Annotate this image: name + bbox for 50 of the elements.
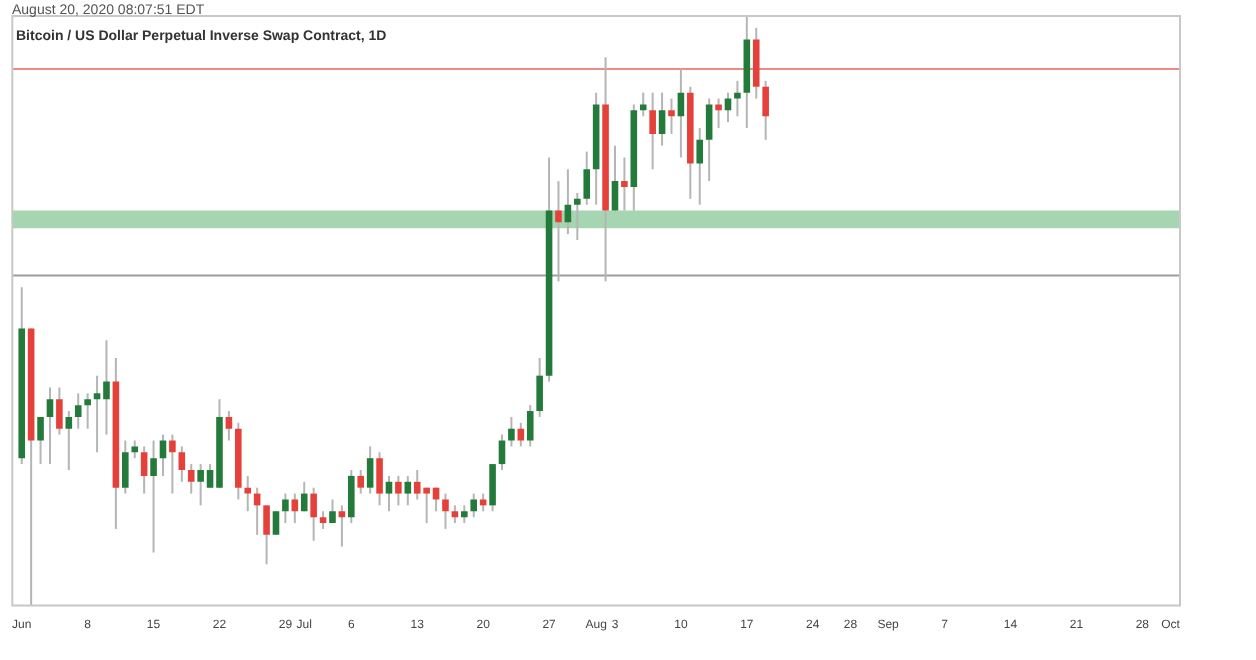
candlestick [74,392,82,430]
candlestick [705,97,713,183]
candlestick [122,439,129,495]
candlestick [734,79,741,118]
candlestick [169,433,176,495]
candlestick [263,504,270,566]
candlestick [376,451,383,507]
candlestick [489,463,496,513]
candlestick [536,356,543,418]
candlestick [611,144,619,212]
candlestick [244,474,252,513]
candlestick [56,386,63,436]
candlestick [366,445,374,495]
candlestick [395,474,402,507]
candlestick [338,504,346,548]
candlestick [555,180,562,283]
candlestick [517,421,525,448]
candlestick [282,492,289,525]
candlestick [621,156,628,212]
candlestick [150,439,157,554]
candlestick [225,410,233,442]
candlestick [583,150,591,206]
candlestick [404,474,412,507]
candlestick [272,510,280,536]
candlestick [37,415,44,466]
candlestick [187,463,195,495]
candlestick [140,445,148,495]
candlestick [752,26,760,100]
candlestick [762,79,769,141]
candlestick [715,97,722,130]
candlestick [385,474,393,513]
candlestick [526,404,534,448]
candlestick [658,91,666,147]
candlestick [84,392,91,430]
candlestick [574,191,581,242]
candlestick [178,445,186,483]
candlestick [639,91,647,118]
candlestick [300,480,308,513]
candlestick [65,410,73,471]
candlestick [508,415,515,448]
candlestick [310,486,317,542]
candlestick [291,492,299,525]
candlestick [46,386,54,466]
candlestick [649,91,656,171]
candlestick [348,468,355,525]
candlestick [470,492,478,519]
candlestick [696,127,704,206]
candlestick [668,97,675,135]
candlestick [442,492,449,530]
candlestick [357,468,365,495]
